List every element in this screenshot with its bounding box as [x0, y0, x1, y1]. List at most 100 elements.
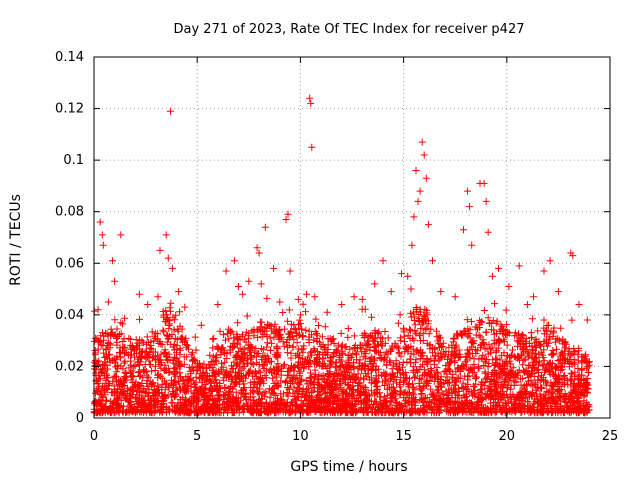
band-point	[542, 326, 550, 334]
band-point	[578, 366, 585, 374]
band-point	[542, 336, 550, 344]
band-point	[216, 388, 224, 396]
band-point	[224, 394, 232, 402]
band-point	[158, 398, 166, 406]
band-point	[97, 365, 105, 373]
plot-frame	[93, 56, 611, 419]
band-point	[464, 366, 472, 374]
band-point	[284, 392, 292, 400]
band-point	[349, 382, 357, 390]
band-point	[263, 352, 271, 360]
roti-point	[460, 226, 467, 234]
band-point	[388, 396, 396, 404]
band-point	[170, 367, 178, 375]
band-point	[287, 374, 295, 382]
band-point	[425, 330, 433, 338]
band-point	[525, 362, 533, 370]
band-point	[377, 341, 385, 349]
band-point	[94, 380, 102, 388]
band-point	[561, 372, 568, 379]
band-point	[279, 338, 287, 346]
band-point	[187, 409, 195, 416]
band-point	[480, 362, 488, 369]
band-point	[392, 388, 400, 396]
band-point	[387, 398, 395, 406]
band-point	[450, 409, 458, 417]
band-point	[427, 371, 434, 379]
band-point	[575, 381, 583, 389]
band-point	[296, 369, 304, 377]
band-point	[420, 402, 428, 410]
band-point	[119, 347, 126, 355]
band-point	[201, 393, 209, 401]
band-point	[144, 382, 152, 390]
band-point	[461, 358, 469, 366]
band-point	[112, 396, 120, 404]
band-point	[371, 342, 379, 350]
band-point	[382, 348, 390, 356]
band-point	[438, 383, 445, 391]
band-point	[220, 384, 228, 391]
band-point	[242, 374, 249, 382]
band-point	[357, 384, 365, 392]
roti-point	[99, 241, 107, 249]
roti-point	[154, 293, 162, 301]
x-tick-label: 20	[499, 429, 516, 444]
roti-point	[257, 280, 265, 288]
band-point	[559, 351, 567, 359]
band-point	[349, 350, 357, 358]
roti-point	[379, 257, 387, 265]
band-point	[549, 408, 557, 416]
band-point	[360, 374, 368, 382]
roti-point	[239, 290, 247, 298]
band-point	[264, 339, 272, 347]
band-point	[503, 341, 511, 349]
band-point	[485, 359, 493, 367]
band-point	[206, 351, 214, 359]
band-point	[411, 397, 419, 405]
band-point	[394, 369, 401, 377]
band-point	[405, 344, 413, 351]
band-point	[203, 377, 211, 385]
band-point	[407, 309, 415, 317]
band-point	[497, 396, 505, 404]
band-point	[333, 376, 341, 384]
band-point	[174, 377, 182, 385]
roti-point	[429, 257, 436, 265]
band-point	[528, 315, 536, 323]
band-point	[399, 403, 407, 411]
band-point	[363, 396, 371, 404]
band-point	[578, 353, 586, 361]
band-point	[581, 409, 589, 417]
band-point	[524, 397, 531, 405]
band-point	[302, 377, 310, 384]
band-point	[490, 399, 498, 406]
band-point	[301, 361, 309, 368]
band-point	[214, 367, 222, 375]
band-point	[240, 406, 248, 414]
band-point	[167, 340, 175, 348]
band-point	[209, 397, 217, 405]
band-point	[548, 351, 556, 359]
y-axis-label: ROTI / TECUs	[8, 194, 24, 286]
band-point	[180, 360, 188, 368]
band-point	[519, 401, 527, 409]
band-point	[289, 398, 297, 406]
band-point	[409, 391, 417, 399]
chart-title: Day 271 of 2023, Rate Of TEC Index for r…	[174, 22, 525, 37]
band-point	[478, 401, 486, 409]
band-point	[359, 362, 367, 370]
band-point	[197, 375, 205, 383]
band-point	[458, 384, 466, 391]
band-point	[517, 352, 525, 360]
band-point	[186, 375, 193, 383]
band-point	[574, 404, 582, 412]
band-point	[263, 343, 271, 351]
roti-point	[350, 293, 358, 301]
band-point	[137, 405, 145, 413]
band-point	[174, 409, 182, 417]
roti-point	[164, 254, 172, 262]
band-point	[178, 333, 186, 341]
band-point	[331, 363, 339, 371]
band-point	[490, 380, 498, 388]
